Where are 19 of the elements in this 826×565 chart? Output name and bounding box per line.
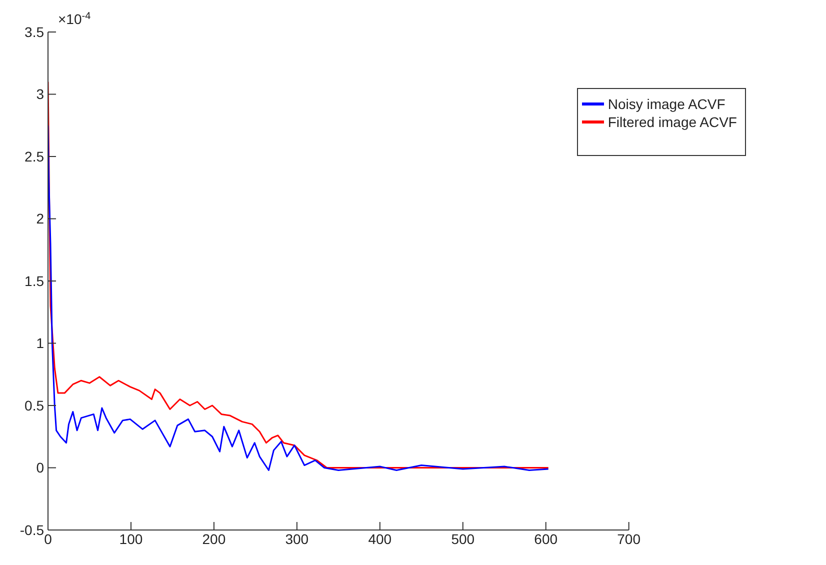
y-tick-label: 3.5 (24, 24, 44, 40)
y-tick-label: 2 (36, 210, 44, 227)
x-tick-label: 700 (617, 530, 641, 547)
x-tick-label: 400 (368, 530, 392, 547)
x-tick-label: 300 (285, 530, 309, 547)
y-tick-label: 0.5 (24, 397, 44, 414)
y-tick-label: 3 (36, 86, 44, 102)
x-tick-label: 500 (451, 530, 475, 547)
x-tick-label: 600 (534, 530, 558, 547)
text: ×10$^{-4}$ (58, 10, 92, 27)
y-tick-label: 1 (36, 335, 44, 352)
y-tick-label: 0 (36, 460, 44, 476)
y-tick-label: -0.5 (20, 522, 44, 538)
y-tick-label: 1.5 (24, 272, 44, 289)
x-tick-label: 100 (119, 530, 143, 547)
y-tick-label: 2.5 (24, 148, 44, 164)
x-tick-label: 200 (202, 530, 226, 547)
legend-label: Filtered image ACVF (608, 113, 737, 131)
legend-label: Noisy image ACVF (608, 95, 726, 113)
